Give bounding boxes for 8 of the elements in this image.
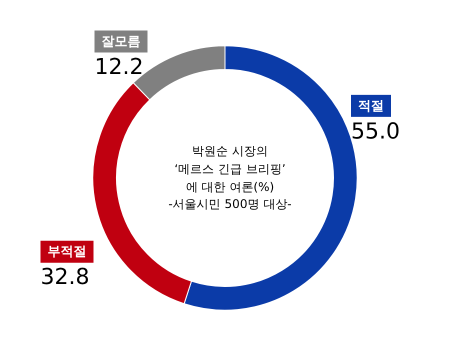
slice-label: 부적절 bbox=[48, 244, 86, 260]
text: -서울시민 500명 대상- bbox=[168, 197, 292, 211]
data-label: 55.0 bbox=[351, 119, 400, 144]
data-label: 12.2 bbox=[94, 55, 144, 80]
text: 박원순 시장의 ‘메르스 긴급 브리핑’ 에 대한 여론(%) bbox=[174, 144, 286, 194]
data-label: 32.8 bbox=[40, 265, 90, 290]
slice-label: 적절 bbox=[358, 98, 384, 114]
slice-label: 잘모름 bbox=[102, 34, 140, 50]
